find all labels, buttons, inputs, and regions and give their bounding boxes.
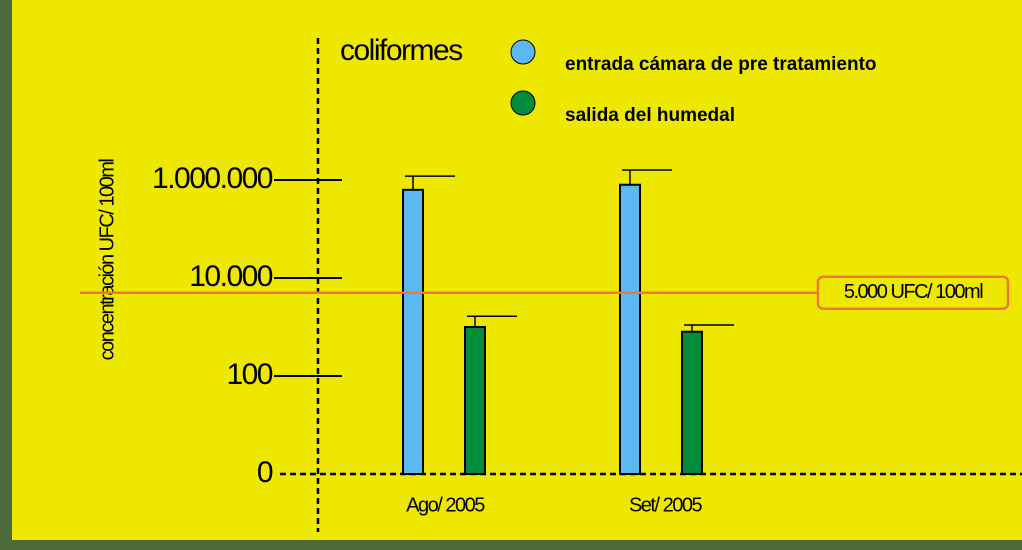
bar <box>465 327 485 474</box>
legend-label: salida del humedal <box>565 105 735 126</box>
y-tick-label: 1.000.000 <box>152 162 273 195</box>
y-tick-label: 100 <box>226 358 272 391</box>
y-tick-label: 10.000 <box>189 260 273 293</box>
legend-swatch <box>511 91 535 115</box>
bar <box>620 185 640 474</box>
legend-label: entrada cámara de pre tratamiento <box>565 54 877 75</box>
plot-background <box>12 0 1022 540</box>
page: coliformes concentración UFC/ 100ml 0 100… <box>0 0 1022 550</box>
bar <box>682 332 702 474</box>
y-tick-label: 0 <box>257 456 273 489</box>
chart: coliformes concentración UFC/ 100ml 0 100… <box>0 0 1022 550</box>
x-tick-label: Ago/ 2005 <box>406 494 485 516</box>
chart-title: coliformes <box>340 34 462 67</box>
reference-label: 5.000 UFC/ 100ml <box>844 281 983 303</box>
legend-swatch <box>511 40 535 64</box>
y-axis-label: concentración UFC/ 100ml <box>96 159 118 361</box>
x-tick-label: Set/ 2005 <box>629 494 703 516</box>
bar <box>403 190 423 474</box>
